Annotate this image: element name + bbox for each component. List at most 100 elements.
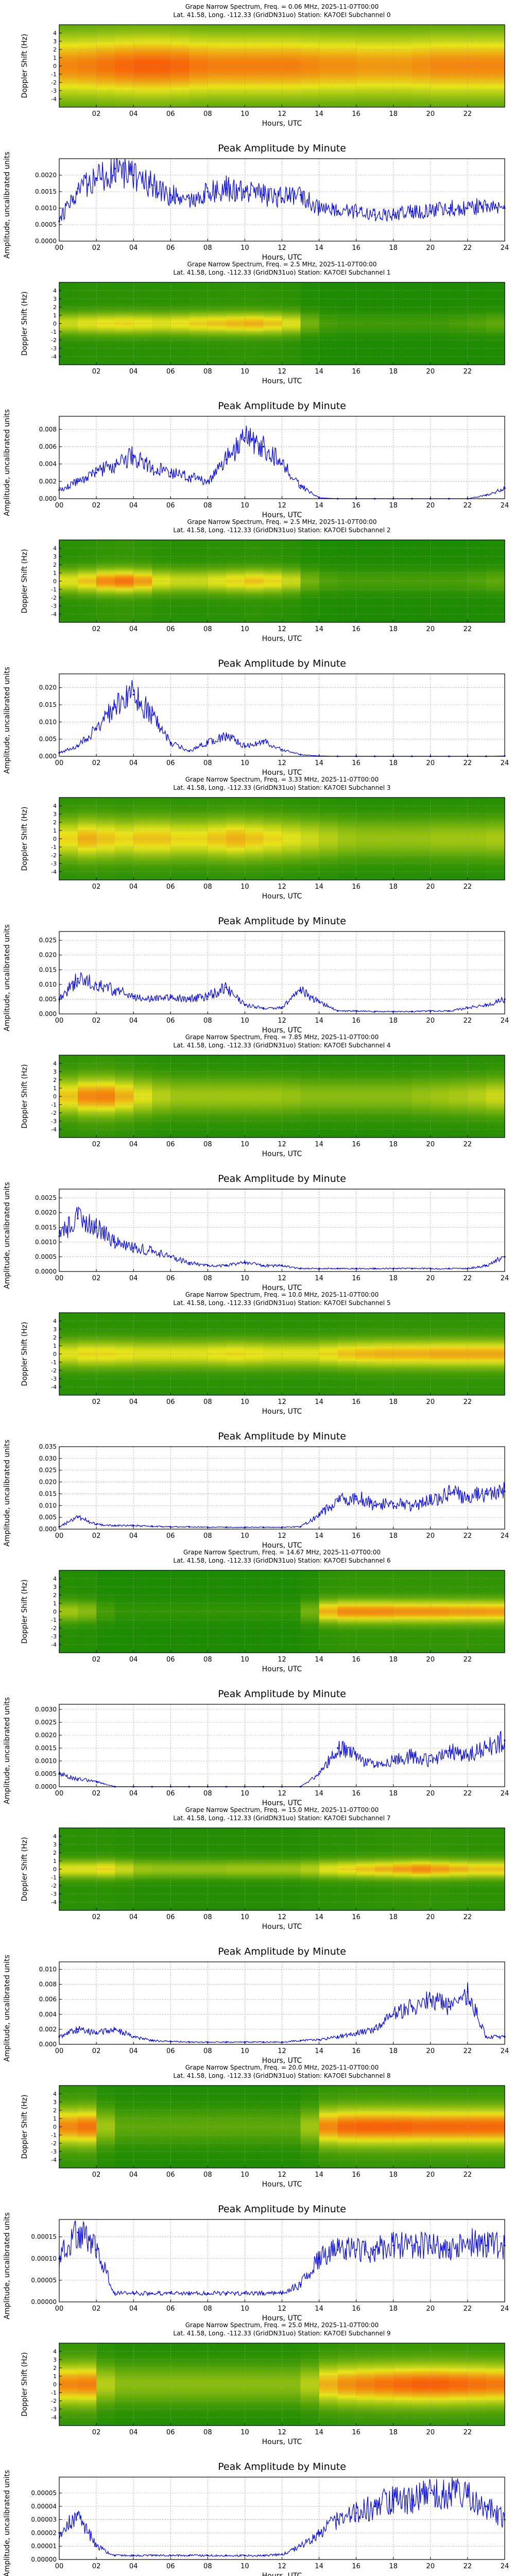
amplitude-point xyxy=(95,2545,97,2547)
amplitude-point xyxy=(467,207,469,209)
y-tick-label: 3 xyxy=(53,296,57,302)
amplitude-point xyxy=(77,1516,79,1518)
amplitude-point xyxy=(132,693,134,696)
spectrogram-column xyxy=(393,25,413,107)
amplitude-point xyxy=(244,1004,246,1006)
x-axis-label: Hours, UTC xyxy=(262,2438,302,2446)
amplitude-point xyxy=(430,1267,432,1269)
y-tick-label: 1 xyxy=(53,570,57,577)
y-tick-label: 0.015 xyxy=(39,966,57,973)
y-tick-label: 0.020 xyxy=(39,684,57,691)
amplitude-point xyxy=(151,714,153,716)
x-tick-label: 24 xyxy=(501,1790,509,1798)
x-tick-label: 22 xyxy=(464,244,472,252)
x-tick-label: 14 xyxy=(315,110,323,118)
x-axis-label: Hours, UTC xyxy=(262,1284,302,1292)
amplitude-point xyxy=(281,1264,283,1267)
y-tick-label: 4 xyxy=(53,1060,57,1067)
amplitude-point xyxy=(485,494,487,496)
x-tick-label: 16 xyxy=(352,502,360,510)
x-tick-label: 20 xyxy=(426,1790,435,1798)
y-tick-label: -1 xyxy=(51,71,57,78)
x-axis-label: Hours, UTC xyxy=(262,2057,302,2065)
amplitude-point xyxy=(114,2028,116,2030)
amplitude-point xyxy=(225,188,227,190)
x-tick-label: 04 xyxy=(129,1913,138,1921)
x-tick-label: 10 xyxy=(241,244,249,252)
x-tick-label: 08 xyxy=(203,2305,212,2313)
x-tick-label: 14 xyxy=(315,2429,323,2436)
x-tick-label: 06 xyxy=(166,502,175,510)
y-tick-label: 0 xyxy=(53,1351,57,1358)
y-axis-label: Amplitude, uncalibrated units xyxy=(3,2470,11,2576)
amplitude-point xyxy=(299,754,302,756)
x-tick-label: 08 xyxy=(203,625,212,633)
y-tick-label: 0 xyxy=(53,320,57,327)
y-tick-label: 0.015 xyxy=(39,701,57,708)
y-tick-label: 1 xyxy=(53,1600,57,1607)
x-tick-label: 22 xyxy=(464,1017,472,1025)
y-tick-label: -1 xyxy=(51,1101,57,1108)
x-tick-label: 22 xyxy=(464,502,472,510)
x-tick-label: 22 xyxy=(464,1656,472,1664)
y-tick-label: -3 xyxy=(51,2406,57,2413)
amplitude-point xyxy=(151,1525,153,1528)
amplitude-point xyxy=(244,437,246,439)
x-tick-label: 08 xyxy=(203,2429,212,2436)
spectrogram-panel: Grape Narrow Spectrum, Freq. = 25.0 MHz,… xyxy=(21,2321,505,2446)
amplitude-point xyxy=(485,2036,487,2038)
amplitude-point xyxy=(355,2032,357,2034)
y-axis-label: Amplitude, uncalibrated units xyxy=(3,1955,11,2062)
x-tick-label: 18 xyxy=(389,2429,398,2436)
x-tick-label: 04 xyxy=(129,1141,138,1148)
y-tick-label: 0.0005 xyxy=(35,221,57,228)
y-tick-label: 0.008 xyxy=(39,426,57,433)
amplitude-point xyxy=(318,2258,320,2260)
x-tick-label: 06 xyxy=(166,2563,175,2570)
amplitude-point xyxy=(281,749,283,751)
amplitude-point xyxy=(485,204,487,206)
chart-title: Peak Amplitude by Minute xyxy=(218,143,346,154)
x-tick-label: 12 xyxy=(278,1913,286,1921)
amplitude-point xyxy=(411,1267,413,1269)
amplitude-point xyxy=(207,741,209,743)
y-tick-label: 3 xyxy=(53,2357,57,2363)
x-axis-label: Hours, UTC xyxy=(262,1541,302,1550)
x-tick-label: 02 xyxy=(92,759,101,767)
amplitude-point xyxy=(485,1004,487,1006)
amplitude-point xyxy=(169,2292,171,2294)
amplitude-point xyxy=(337,1010,339,1012)
y-tick-label: -4 xyxy=(51,611,57,618)
y-tick-label: 1 xyxy=(53,2373,57,2380)
amplitude-point xyxy=(169,471,171,474)
y-tick-label: -2 xyxy=(51,852,57,859)
y-tick-label: -2 xyxy=(51,595,57,601)
x-tick-label: 04 xyxy=(129,1790,138,1798)
x-axis-label: Hours, UTC xyxy=(262,1665,302,1673)
x-tick-label: 18 xyxy=(389,759,398,767)
x-tick-label: 02 xyxy=(92,1532,101,1540)
y-tick-label: 3 xyxy=(53,1326,57,1333)
amplitude-point xyxy=(169,1256,171,1258)
y-tick-label: -3 xyxy=(51,1633,57,1640)
spectrogram-column xyxy=(356,1055,375,1138)
chart-title: Grape Narrow Spectrum, Freq. = 7.85 MHz,… xyxy=(185,1033,379,1041)
amplitude-point xyxy=(132,2554,134,2556)
x-tick-label: 12 xyxy=(278,2305,286,2313)
x-tick-label: 02 xyxy=(92,1656,101,1664)
amplitude-point xyxy=(244,745,246,747)
y-tick-label: 2 xyxy=(53,1077,57,1083)
amplitude-point xyxy=(114,989,116,991)
y-tick-label: 2 xyxy=(53,304,57,311)
x-tick-label: 12 xyxy=(278,2047,286,2055)
x-tick-label: 16 xyxy=(352,759,360,767)
x-tick-label: 16 xyxy=(352,1532,360,1540)
x-tick-label: 14 xyxy=(315,502,323,510)
y-tick-label: 0.035 xyxy=(39,1443,57,1450)
y-tick-label: 0.015 xyxy=(39,1490,57,1497)
y-tick-label: 2 xyxy=(53,1334,57,1341)
x-tick-label: 10 xyxy=(241,2171,249,2179)
x-tick-label: 22 xyxy=(464,2563,472,2570)
x-tick-label: 08 xyxy=(203,2171,212,2179)
